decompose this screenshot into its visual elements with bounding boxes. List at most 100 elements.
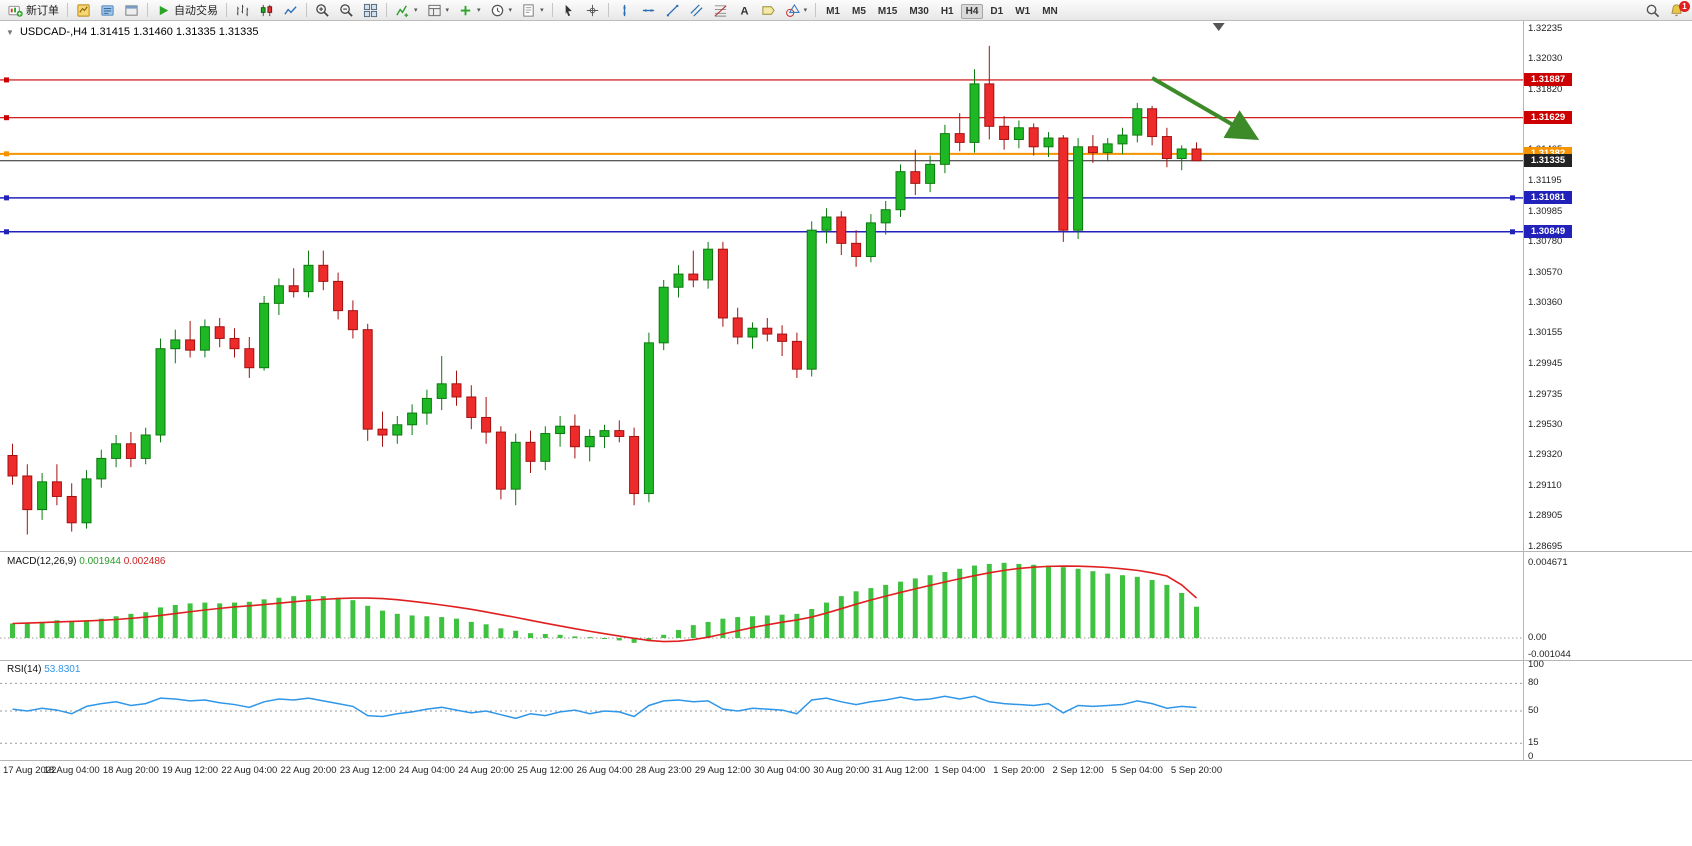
candle-body <box>111 443 122 459</box>
shapes-dropdown[interactable]: ▾ <box>781 1 812 19</box>
candle-body <box>273 285 284 304</box>
zoom-out-icon <box>339 3 354 18</box>
rsi-pane <box>0 682 1523 744</box>
candle-body <box>925 163 936 184</box>
candle-body <box>1073 146 1084 231</box>
search-button[interactable] <box>1641 1 1664 19</box>
chart-collapse-toggle[interactable]: ▼ <box>6 28 14 37</box>
terminal-button[interactable] <box>120 1 143 19</box>
channel-button[interactable] <box>685 1 708 19</box>
candle-body <box>362 329 373 430</box>
horizontal-line-button[interactable] <box>637 1 660 19</box>
line-handle[interactable] <box>1510 195 1515 201</box>
candle-body <box>984 83 995 127</box>
market-watch-button[interactable] <box>72 1 95 19</box>
toolbar-separator <box>67 3 68 17</box>
candle-body <box>66 495 77 524</box>
macd-histogram-bar <box>720 618 726 638</box>
layouts-dropdown[interactable]: ▾ <box>423 1 454 19</box>
notifications-button[interactable]: 1 <box>1665 1 1690 19</box>
macd-histogram-bar <box>690 625 696 638</box>
horizontal-lines[interactable] <box>0 77 1523 235</box>
candle-body <box>658 286 669 344</box>
text-label-button[interactable] <box>757 1 780 19</box>
candle-body <box>895 171 906 211</box>
tile-windows-button[interactable] <box>359 1 382 19</box>
line-chart-type-button[interactable] <box>279 1 302 19</box>
chevron-down-icon: ▾ <box>508 7 513 14</box>
macd-histogram-bar <box>276 597 282 638</box>
line-handle[interactable] <box>1510 229 1515 235</box>
fibonacci-button[interactable] <box>709 1 732 19</box>
candle-body <box>880 209 891 224</box>
template-dropdown[interactable]: ▾ <box>517 1 548 19</box>
candle-chart-type-button[interactable] <box>255 1 278 19</box>
text-button[interactable] <box>733 1 756 19</box>
macd-histogram-bar <box>587 637 593 639</box>
macd-histogram-bar <box>616 638 622 641</box>
terminal-icon <box>124 3 139 18</box>
timeframe-button-h1[interactable]: H1 <box>936 4 959 19</box>
macd-histogram-bar <box>986 563 992 638</box>
line-handle[interactable] <box>4 115 9 121</box>
macd-histogram-bar <box>631 638 637 643</box>
candle-body <box>407 412 418 426</box>
candle-body <box>1161 136 1172 159</box>
line-handle[interactable] <box>4 151 9 157</box>
candle-body <box>199 326 210 351</box>
zoom-in-button[interactable] <box>311 1 334 19</box>
cursor-button[interactable] <box>557 1 580 19</box>
macd-histogram-bar <box>84 620 89 638</box>
horizontal-line-icon <box>641 3 656 18</box>
candle-body <box>851 242 862 258</box>
timeframe-button-m30[interactable]: M30 <box>904 4 933 19</box>
navigator-button[interactable] <box>96 1 119 19</box>
zoom-out-button[interactable] <box>335 1 358 19</box>
timeframe-button-d1[interactable]: D1 <box>985 4 1008 19</box>
chart-header: ▼ USDCAD-,H4 1.31415 1.31460 1.31335 1.3… <box>6 26 259 38</box>
candle-body <box>259 302 270 369</box>
candle-body <box>836 216 847 244</box>
timeframe-button-m15[interactable]: M15 <box>873 4 902 19</box>
period-dropdown[interactable]: ▾ <box>486 1 517 19</box>
indicators-dropdown[interactable]: ▾ <box>391 1 422 19</box>
crosshair-button[interactable] <box>581 1 604 19</box>
macd-histogram-bar <box>424 616 430 638</box>
line-handle[interactable] <box>4 77 9 83</box>
line-handle[interactable] <box>4 229 9 235</box>
timeframe-button-m1[interactable]: M1 <box>821 4 845 19</box>
timeframe-button-m5[interactable]: M5 <box>847 4 871 19</box>
macd-histogram-bar <box>1031 564 1037 638</box>
autotrading-button[interactable]: 自动交易 <box>152 1 222 19</box>
macd-histogram-bar <box>809 609 815 638</box>
vertical-line-button[interactable] <box>613 1 636 19</box>
bar-chart-type-button[interactable] <box>231 1 254 19</box>
trend-arrow-annotation[interactable] <box>1151 76 1260 141</box>
macd-histogram-bar <box>1194 606 1199 638</box>
chart-shift-marker[interactable] <box>1212 23 1225 31</box>
macd-histogram-bar <box>483 624 489 638</box>
candle-body <box>303 264 314 293</box>
trendline-icon <box>665 3 680 18</box>
candle-body <box>865 222 876 258</box>
candle-body <box>318 264 329 282</box>
candle-body <box>969 83 980 143</box>
candle-body <box>214 326 225 339</box>
candlestick-series <box>7 45 1202 535</box>
new-order-button[interactable]: 新订单 <box>4 1 63 19</box>
macd-histogram-bar <box>439 617 445 638</box>
timeframe-button-w1[interactable]: W1 <box>1010 4 1035 19</box>
trendline-button[interactable] <box>661 1 684 19</box>
line-handle[interactable] <box>4 195 9 201</box>
candle-body <box>629 435 640 495</box>
timeframe-button-mn[interactable]: MN <box>1037 4 1063 19</box>
vertical-line-icon <box>617 3 632 18</box>
candle-body <box>939 133 950 165</box>
timeframe-button-h4[interactable]: H4 <box>960 4 984 19</box>
macd-histogram-bar <box>394 613 400 638</box>
rsi-name: RSI(14) <box>7 664 42 675</box>
candle-body <box>1176 148 1187 159</box>
macd-histogram-bar <box>528 633 533 638</box>
add-object-dropdown[interactable]: ▾ <box>454 1 485 19</box>
